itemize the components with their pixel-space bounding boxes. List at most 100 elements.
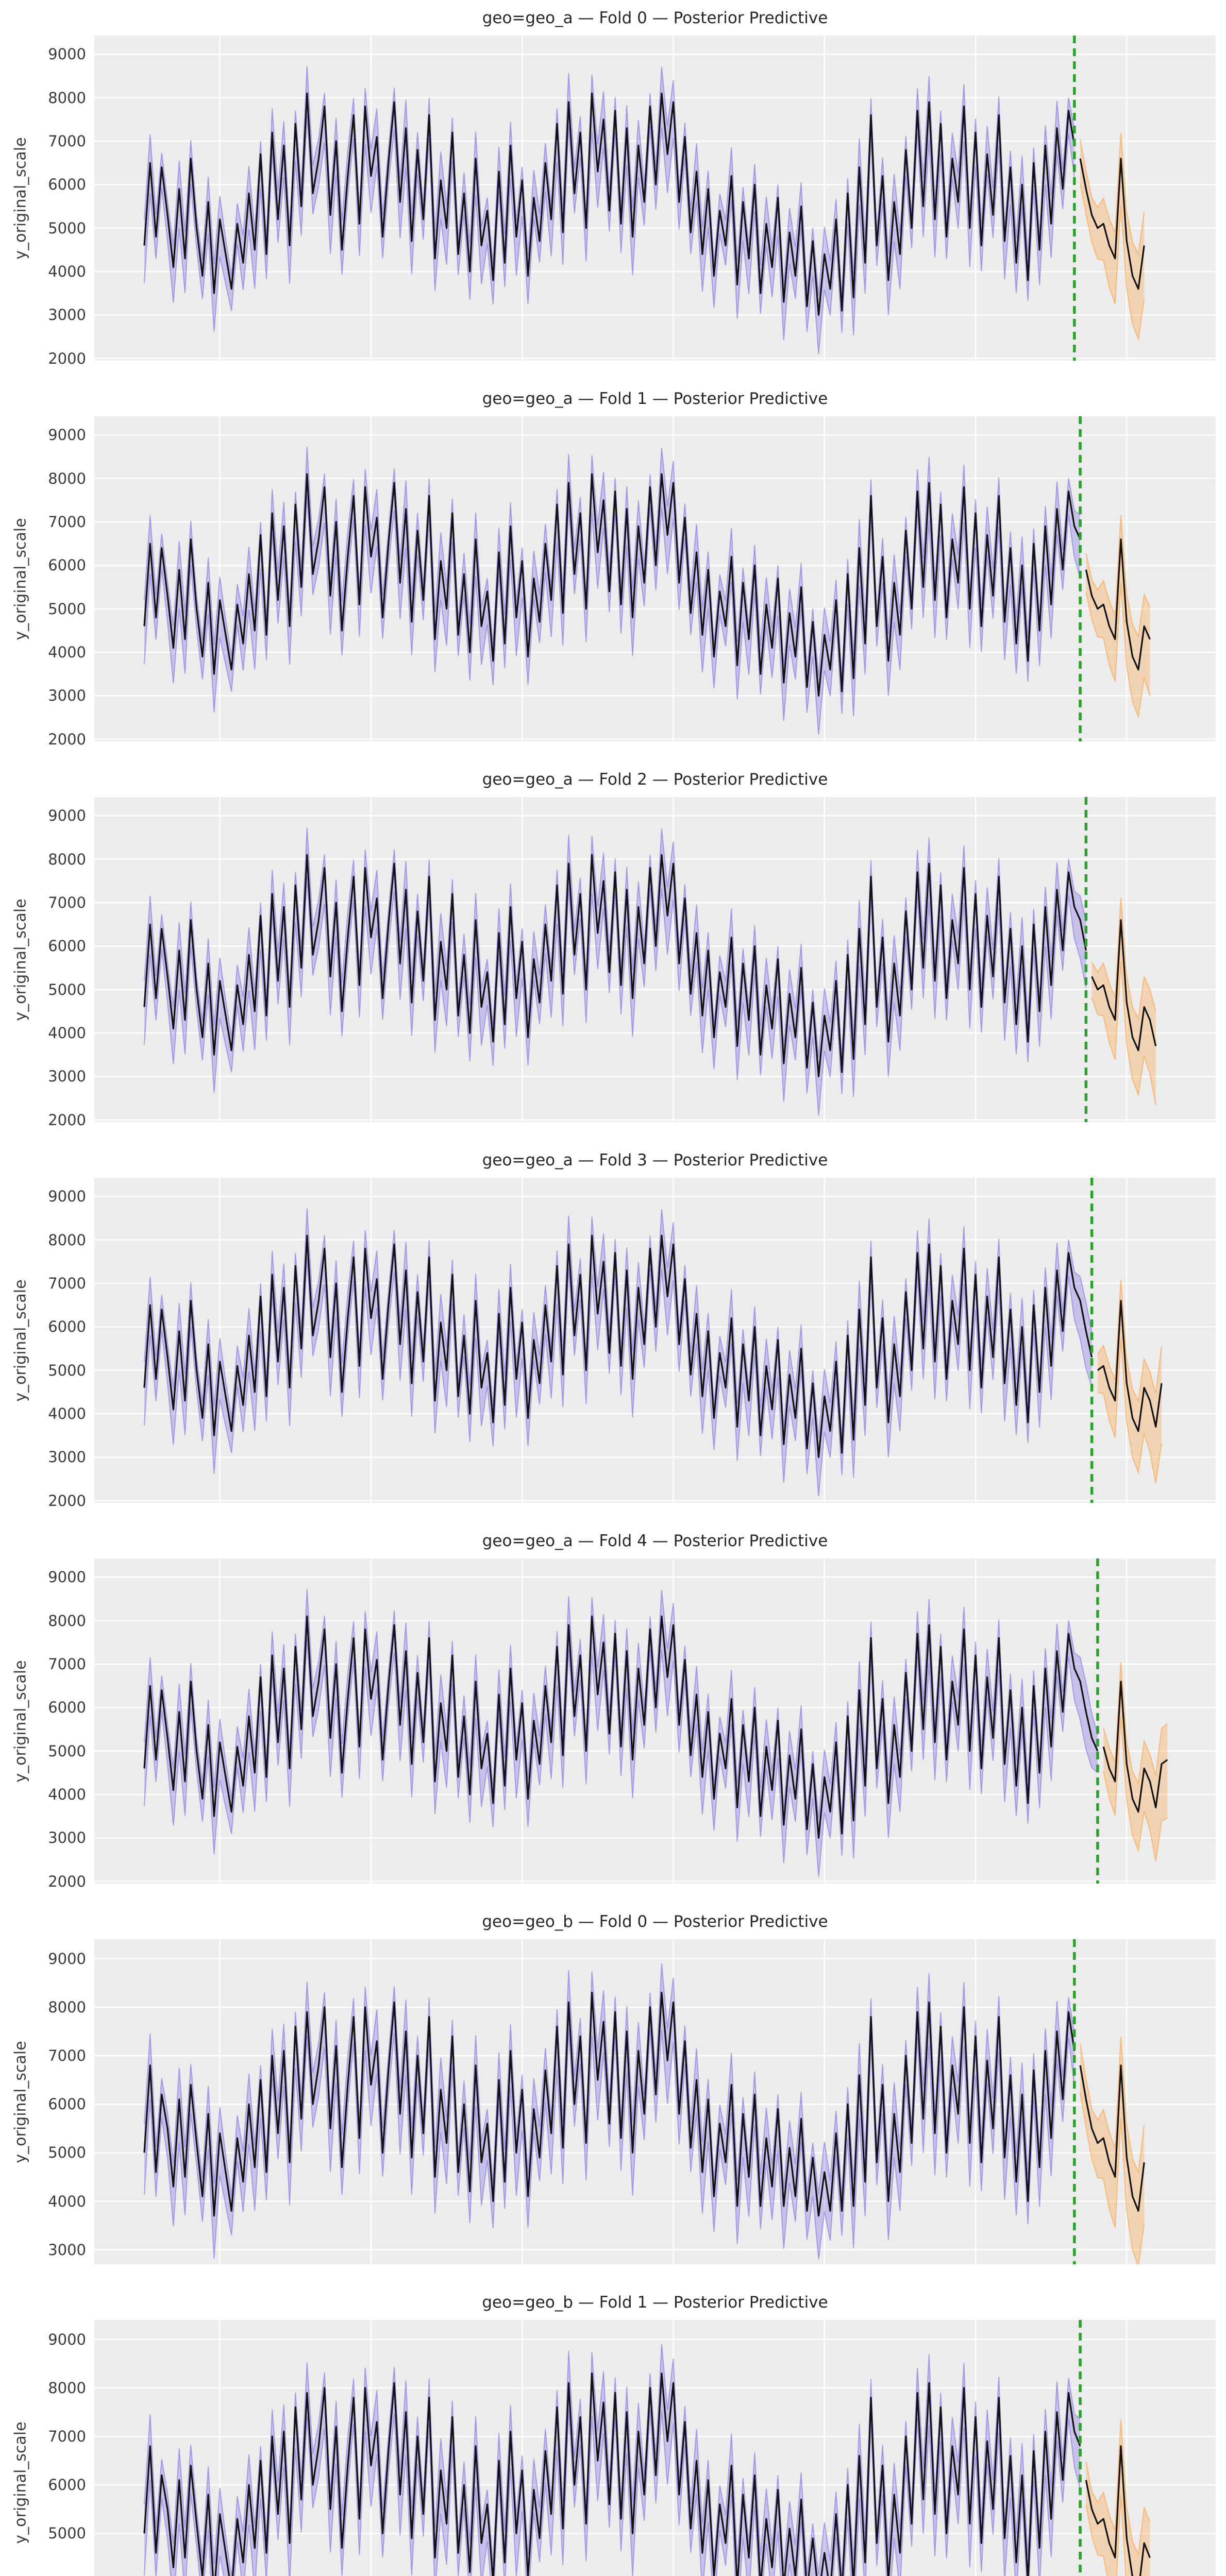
hdi-train-band-lower-edge — [144, 496, 1081, 735]
y-tick-label: 8000 — [48, 2379, 86, 2397]
hdi-train-band-upper-edge — [144, 1963, 1075, 2196]
hdi-test-band-lower-edge — [1085, 583, 1151, 719]
hdi-test-band-upper-edge — [1097, 1280, 1162, 1403]
y-tick-label: 3000 — [48, 1829, 86, 1847]
y-tick-label: 7000 — [48, 1655, 86, 1673]
y-axis-label: y_original_scale — [11, 1279, 30, 1402]
panel-title: geo=geo_b — Fold 0 — Posterior Predictiv… — [482, 1912, 828, 1931]
hdi-train-band-upper-edge — [144, 66, 1075, 297]
hdi-train-band-lower-edge — [144, 2409, 1081, 2576]
hdi-test-band-lower-edge — [1080, 183, 1145, 342]
y-tick-label: 7000 — [48, 893, 86, 911]
y-tick-label: 4000 — [48, 1405, 86, 1423]
y-tick-label: 2000 — [48, 1111, 86, 1129]
plot-area — [94, 416, 1216, 741]
y-tick-label: 2000 — [48, 1492, 86, 1510]
y-tick-label: 9000 — [48, 45, 86, 63]
y-tick-label: 5000 — [48, 2144, 86, 2162]
y-tick-label: 7000 — [48, 132, 86, 150]
y-tick-label: 4000 — [48, 1024, 86, 1042]
y-axis-label: y_original_scale — [11, 2421, 30, 2544]
y-tick-label: 6000 — [48, 176, 86, 194]
hdi-train-band-upper-edge — [144, 2344, 1081, 2576]
y-tick-label: 6000 — [48, 2476, 86, 2494]
y-tick-label: 8000 — [48, 89, 86, 107]
hdi-train-band-lower-edge — [144, 2028, 1075, 2260]
y-tick-label: 5000 — [48, 980, 86, 998]
y-tick-label: 2000 — [48, 1872, 86, 1890]
y-tick-label: 5000 — [48, 600, 86, 618]
y-axis-label: y_original_scale — [11, 898, 30, 1021]
hdi-test-band — [1080, 2037, 1145, 2264]
observed-line-train — [143, 92, 1076, 316]
y-tick-label: 9000 — [48, 426, 86, 444]
y-tick-label: 3000 — [48, 306, 86, 324]
y-tick-label: 6000 — [48, 1318, 86, 1336]
observed-line-test — [1097, 1300, 1163, 1432]
y-tick-label: 3000 — [48, 687, 86, 705]
y-tick-label: 5000 — [48, 219, 86, 237]
panel-title: geo=geo_a — Fold 3 — Posterior Predictiv… — [482, 1151, 828, 1170]
y-tick-label: 6000 — [48, 937, 86, 955]
y-tick-label: 4000 — [48, 643, 86, 662]
hdi-train-band-lower-edge — [144, 1638, 1098, 1877]
panel-title: geo=geo_a — Fold 2 — Posterior Predictiv… — [482, 770, 828, 789]
y-tick-label: 8000 — [48, 1231, 86, 1249]
y-axis-label: y_original_scale — [11, 137, 30, 260]
hdi-train-band-lower-edge — [144, 115, 1075, 354]
y-tick-label: 6000 — [48, 556, 86, 574]
observed-line-test — [1091, 919, 1157, 1052]
plot-area — [94, 797, 1216, 1122]
observed-line-train — [143, 1615, 1099, 1839]
y-tick-label: 5000 — [48, 1742, 86, 1760]
hdi-test-band-upper-edge — [1085, 515, 1151, 638]
hdi-test-band-lower-edge — [1097, 1339, 1162, 1484]
hdi-train-band-upper-edge — [144, 827, 1087, 1059]
observed-line-train — [143, 1992, 1076, 2217]
hdi-test-band-lower-edge — [1085, 2495, 1127, 2576]
hdi-test-band-lower-edge — [1080, 2093, 1145, 2264]
y-tick-label: 7000 — [48, 2047, 86, 2065]
y-tick-label: 8000 — [48, 1612, 86, 1630]
y-tick-label: 9000 — [48, 1568, 86, 1586]
y-tick-label: 8000 — [48, 469, 86, 487]
y-tick-label: 2000 — [48, 349, 86, 367]
y-tick-label: 5000 — [48, 2524, 86, 2543]
y-tick-label: 6000 — [48, 1699, 86, 1717]
y-tick-label: 9000 — [48, 2330, 86, 2348]
y-tick-label: 8000 — [48, 850, 86, 868]
plot-area — [94, 1558, 1216, 1884]
observed-line-train — [143, 473, 1081, 697]
hdi-train-band-upper-edge — [144, 447, 1081, 678]
hdi-test-band-lower-edge — [1103, 1717, 1168, 1861]
hdi-test-band-upper-edge — [1080, 2037, 1145, 2174]
hdi-train-band-lower-edge — [144, 876, 1087, 1116]
y-tick-label: 5000 — [48, 1361, 86, 1379]
y-tick-label: 4000 — [0, 2573, 86, 2576]
y-tick-label: 3000 — [48, 1448, 86, 1466]
y-tick-label: 9000 — [48, 1188, 86, 1206]
panel-title: geo=geo_a — Fold 1 — Posterior Predictiv… — [482, 389, 828, 408]
y-tick-label: 9000 — [48, 807, 86, 825]
plot-area — [94, 1178, 1216, 1503]
y-tick-label: 7000 — [48, 2428, 86, 2446]
y-tick-label: 7000 — [48, 1274, 86, 1292]
hdi-test-band-upper-edge — [1091, 897, 1156, 1021]
y-tick-label: 9000 — [48, 1950, 86, 1968]
panel-title: geo=geo_a — Fold 4 — Posterior Predictiv… — [482, 1532, 828, 1550]
observed-line-train — [143, 2372, 1081, 2576]
observed-line-train — [143, 854, 1087, 1077]
y-tick-label: 4000 — [48, 1786, 86, 1804]
panel-title: geo=geo_a — Fold 0 — Posterior Predictiv… — [482, 9, 828, 27]
hdi-test-band-lower-edge — [1091, 961, 1156, 1106]
observed-line-test — [1085, 538, 1151, 671]
observed-line-test — [1102, 1681, 1168, 1813]
hdi-test-band — [1086, 515, 1150, 717]
panel-title: geo=geo_b — Fold 1 — Posterior Predictiv… — [482, 2293, 828, 2312]
plot-area — [94, 36, 1216, 361]
y-axis-label: y_original_scale — [11, 2040, 30, 2163]
hdi-test-band-upper-edge — [1080, 132, 1145, 256]
y-tick-label: 3000 — [48, 1067, 86, 1086]
observed-line-train — [143, 1234, 1093, 1458]
y-axis-label: y_original_scale — [11, 1659, 30, 1783]
